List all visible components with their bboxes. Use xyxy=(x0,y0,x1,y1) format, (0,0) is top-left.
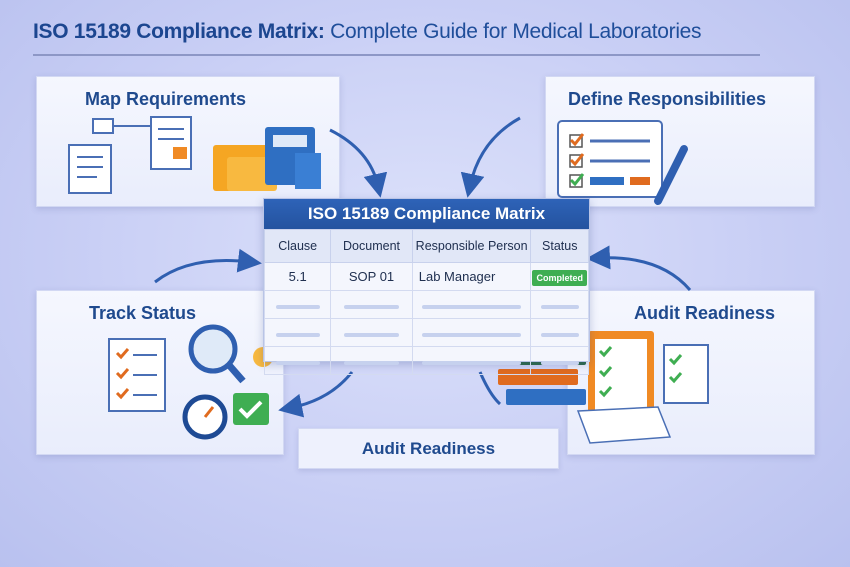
title-divider xyxy=(33,54,760,56)
cell-person: Lab Manager xyxy=(411,262,532,291)
table-row-placeholder xyxy=(263,290,589,319)
cell-document: SOP 01 xyxy=(330,262,413,291)
status-tracking-icon xyxy=(108,324,273,440)
table-row-placeholder xyxy=(263,318,589,347)
panel-track-status: Track Status xyxy=(36,290,284,455)
table-row-placeholder xyxy=(263,346,589,375)
panel-title: Audit Readiness xyxy=(634,303,776,323)
panel-audit-readiness: Audit Readiness xyxy=(498,290,815,455)
bottom-label-audit-readiness: Audit Readiness xyxy=(298,428,559,469)
compliance-matrix-table: ISO 15189 Compliance Matrix Clause Docum… xyxy=(263,198,590,375)
panel-title: Define Responsibilities xyxy=(568,89,767,109)
column-header-document: Document xyxy=(330,229,413,263)
column-header-responsible-person: Responsible Person xyxy=(411,229,532,263)
panel-title: Map Requirements xyxy=(85,89,247,109)
flowchart-documents-icon xyxy=(68,116,321,194)
panel-define-responsibilities: Define Responsibilities xyxy=(545,76,815,207)
panel-title: Track Status xyxy=(89,303,197,323)
matrix-title: ISO 15189 Compliance Matrix xyxy=(264,199,589,229)
cell-status: Completed xyxy=(530,262,589,291)
column-header-status: Status xyxy=(530,229,589,263)
column-header-clause: Clause xyxy=(263,229,332,263)
table-row: 5.1 SOP 01 Lab Manager Completed xyxy=(263,262,589,291)
panel-map-requirements: Map Requirements xyxy=(36,76,340,207)
status-badge: Completed xyxy=(532,270,587,286)
page-title: ISO 15189 Compliance Matrix: Complete Gu… xyxy=(33,20,702,43)
cell-clause: 5.1 xyxy=(263,262,332,291)
checklist-pen-icon xyxy=(557,120,688,205)
